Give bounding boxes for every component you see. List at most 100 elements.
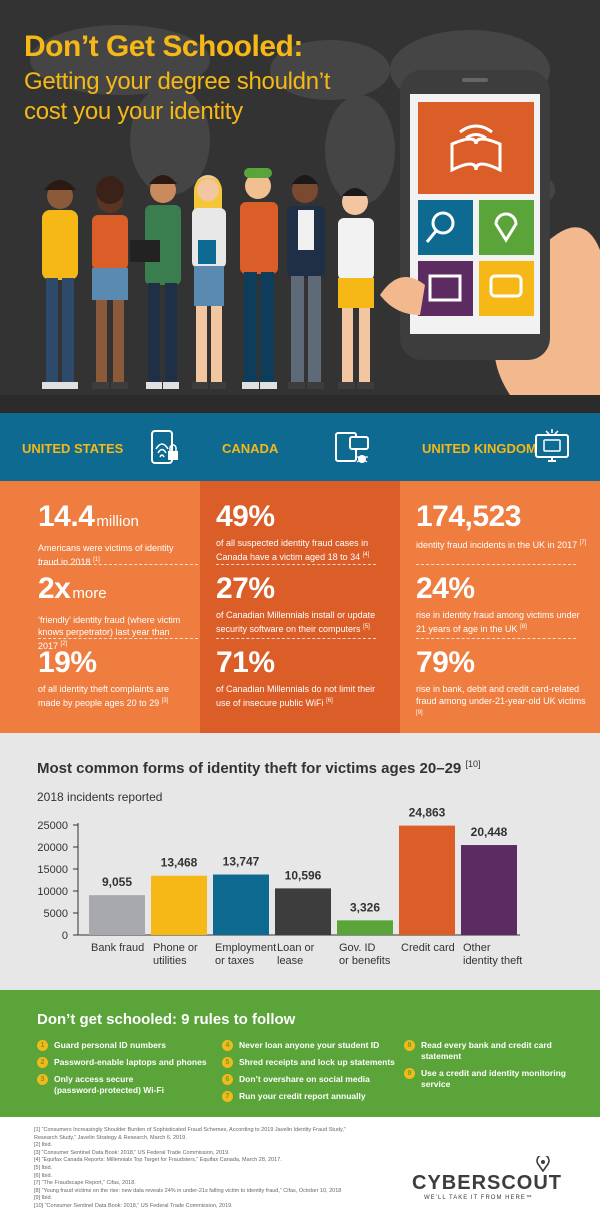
- students-illustration: [42, 168, 374, 389]
- y-tick-label: 0: [62, 930, 68, 942]
- x-category-label: or taxes: [215, 955, 255, 967]
- stat-ref: [7]: [579, 540, 587, 546]
- stat-item: 49% of all suspected identity fraud case…: [200, 501, 400, 563]
- rule-item: 6 Don’t overshare on social media: [222, 1074, 370, 1085]
- stat-value: 79%: [416, 646, 475, 679]
- stat-item: 19% of all identity theft complaints are…: [0, 647, 200, 709]
- stat-item: 24% rise in identity fraud among victims…: [400, 573, 600, 635]
- rule-text: Read every bank and credit card: [421, 1040, 552, 1050]
- bar-value-label: 20,448: [471, 825, 508, 839]
- bar: [213, 874, 269, 935]
- bar-chart: 0 5000 10000 15000 20000 25000 9,055 Bank fraud…: [37, 806, 522, 967]
- stat-unit: million: [96, 513, 139, 530]
- divider: [216, 564, 376, 565]
- world-map-graphic: [30, 25, 555, 210]
- rule-item: 7 Run your credit report annually: [222, 1091, 366, 1102]
- rule-number-badge: 1: [37, 1040, 48, 1051]
- stat-value: 24%: [416, 572, 475, 605]
- footnote: [9] Ibid.: [34, 1195, 53, 1202]
- y-tick-label: 25000: [37, 820, 68, 832]
- student-4: [192, 175, 226, 389]
- rule-number-badge: 5: [222, 1057, 233, 1068]
- divider: [416, 564, 576, 565]
- chart-title-ref: [10]: [465, 759, 481, 769]
- stats-body: 14.4 million Americans were victims of id…: [0, 481, 600, 733]
- bar-value-label: 9,055: [102, 875, 132, 889]
- footnote: [2] Ibid.: [34, 1142, 53, 1149]
- rule-text: Guard personal ID numbers: [54, 1040, 166, 1050]
- rules-title: Don’t get schooled: 9 rules to follow: [37, 1011, 296, 1028]
- x-category-label: identity theft: [463, 955, 522, 967]
- rule-item: 5 Shred receipts and lock up statements: [222, 1057, 395, 1068]
- hero-subtitle-line2: cost you your identity: [24, 98, 243, 125]
- rule-text: Never loan anyone your student ID: [239, 1040, 380, 1050]
- stat-description: identity fraud incidents in the UK in 20…: [416, 540, 578, 550]
- stat-item: 79% rise in bank, debit and credit card-…: [400, 647, 600, 721]
- location-pin-icon: [536, 1156, 550, 1172]
- footnote: [7] “The Fraudscape Report,” Cifas, 2018…: [34, 1180, 136, 1187]
- student-2: [92, 176, 128, 389]
- rule-text: Use a credit and identity monitoring: [421, 1068, 566, 1078]
- bar: [461, 845, 517, 935]
- rule-number-badge: 6: [222, 1074, 233, 1085]
- x-category-label: or benefits: [339, 955, 391, 967]
- rule-item: 8 Read every bank and credit card statemen…: [404, 1040, 552, 1062]
- x-category-label: Phone or: [153, 942, 198, 954]
- rule-item: 3 Only access secure (password-protected) …: [37, 1074, 164, 1096]
- rule-text: service: [421, 1079, 451, 1089]
- stat-value: 49%: [216, 500, 275, 533]
- bar: [399, 825, 455, 935]
- footnote: [10] “Consumer Sentinel Data Book: 2018,…: [34, 1203, 233, 1209]
- chart-title: Most common forms of identity theft for …: [37, 759, 480, 777]
- country-header-canada: CANADA: [200, 413, 400, 481]
- footnote: [5] Ibid.: [34, 1165, 53, 1171]
- rule-number-badge: 9: [404, 1068, 415, 1079]
- phone-in-hand-illustration: [380, 70, 600, 395]
- country-header-row: UNITED STATES CANADA UNITED KINGDOM: [0, 413, 600, 481]
- brand-tagline: WE’LL TAKE IT FROM HERE™: [424, 1195, 533, 1201]
- stat-description: rise in identity fraud among victims und…: [416, 610, 580, 634]
- footnote: [6] Ibid.: [34, 1172, 53, 1179]
- stat-unit: more: [72, 585, 107, 602]
- student-5: [240, 168, 278, 389]
- rule-number-badge: 8: [404, 1040, 415, 1051]
- x-category-label: Other: [463, 942, 491, 954]
- y-tick-label: 20000: [37, 842, 68, 854]
- bar: [337, 920, 393, 935]
- stat-value: 19%: [38, 646, 97, 679]
- country-header-uk: UNITED KINGDOM: [400, 413, 600, 481]
- stat-description: Americans were victims of identity fraud…: [38, 543, 174, 567]
- rule-number-badge: 3: [37, 1074, 48, 1085]
- student-3: [130, 175, 181, 389]
- chart-title-text: Most common forms of identity theft for …: [37, 760, 462, 777]
- stat-item: 71% of Canadian Millennials do not limit…: [200, 647, 400, 709]
- stat-item: 2x more ‘friendly’ identity fraud (where …: [0, 573, 200, 652]
- y-tick-label: 15000: [37, 864, 68, 876]
- monitor-card-icon: [535, 429, 569, 462]
- country-name: CANADA: [222, 441, 279, 456]
- stat-value: 14.4: [38, 500, 95, 533]
- stat-item: 14.4 million Americans were victims of id…: [0, 501, 200, 568]
- chart-section: Most common forms of identity theft for …: [0, 733, 600, 990]
- hero-section: Don’t Get Schooled: Getting your degree …: [0, 0, 600, 413]
- stat-value: 2x: [38, 572, 71, 605]
- x-category-label: Employment: [215, 942, 276, 954]
- rule-item: 2 Password-enable laptops and phones: [37, 1057, 207, 1068]
- stats-column-canada: 49% of all suspected identity fraud case…: [200, 481, 400, 733]
- x-category-label: Loan or: [277, 942, 315, 954]
- footnote: [3] “Consumer Sentinel Data Book: 2018,”…: [34, 1149, 230, 1156]
- rule-text: (password-protected) Wi-Fi: [54, 1085, 164, 1095]
- bar-value-label: 3,326: [350, 900, 380, 914]
- stat-ref: [5]: [363, 624, 370, 630]
- stat-ref: [6]: [326, 698, 333, 704]
- bar: [89, 895, 145, 935]
- country-name: UNITED STATES: [22, 441, 124, 456]
- stat-description: of all suspected identity fraud cases in…: [216, 538, 369, 562]
- chart-subtitle: 2018 incidents reported: [37, 790, 163, 804]
- brand-name: CYBERSCOUT: [412, 1172, 563, 1194]
- stat-ref: [8]: [520, 624, 527, 630]
- bar: [275, 888, 331, 935]
- rule-text: Password-enable laptops and phones: [54, 1057, 207, 1067]
- bar-value-label: 24,863: [409, 806, 446, 820]
- stat-ref: [2]: [60, 641, 68, 647]
